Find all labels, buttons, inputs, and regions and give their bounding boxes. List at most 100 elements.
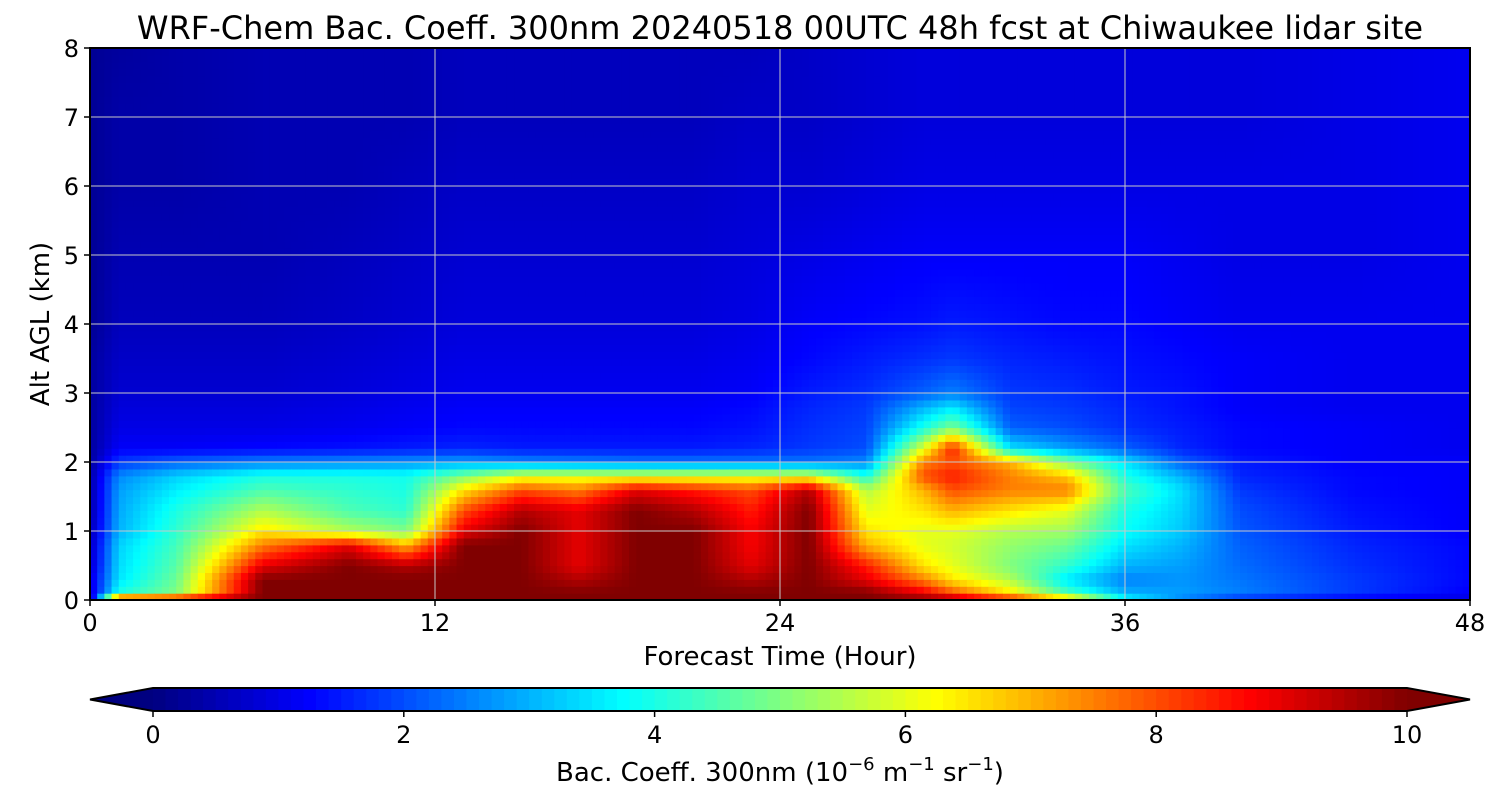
heatmap-cell [90, 337, 98, 346]
heatmap-cell [348, 89, 357, 97]
heatmap-cell [521, 289, 530, 297]
heatmap-cell [269, 393, 278, 401]
heatmap-cell [456, 289, 465, 297]
heatmap-cell [169, 413, 177, 422]
heatmap-cell [205, 468, 213, 477]
heatmap-cell [399, 310, 407, 318]
heatmap-cell [133, 379, 141, 387]
heatmap-cell [161, 317, 170, 325]
heatmap-cell [169, 351, 177, 360]
heatmap-cell [320, 282, 328, 291]
heatmap-cell [262, 268, 271, 277]
heatmap-cell [485, 406, 494, 415]
heatmap-cell [140, 399, 149, 408]
heatmap-cell [528, 441, 537, 449]
heatmap-cell [248, 572, 256, 580]
heatmap-cell [514, 565, 522, 573]
heatmap-cell [506, 103, 515, 111]
heatmap-cell [147, 317, 156, 325]
heatmap-cell [305, 213, 314, 222]
heatmap-cell [442, 61, 450, 70]
heatmap-cell [233, 61, 242, 70]
heatmap-cell [506, 503, 515, 511]
heatmap-cell [305, 137, 314, 146]
heatmap-cell [248, 537, 256, 546]
heatmap-cell [327, 165, 335, 173]
heatmap-cell [111, 82, 120, 90]
heatmap-cell [240, 151, 249, 159]
heatmap-cell [521, 427, 530, 435]
heatmap-cell [312, 386, 321, 394]
heatmap-cell [399, 393, 407, 401]
heatmap-cell [240, 372, 249, 380]
heatmap-cell [413, 420, 422, 429]
heatmap-cell [391, 310, 400, 318]
heatmap-cell [212, 89, 220, 97]
heatmap-cell [435, 503, 443, 511]
heatmap-cell [226, 317, 235, 325]
heatmap-cell [377, 179, 386, 187]
heatmap-cell [485, 296, 494, 304]
heatmap-cell [176, 434, 185, 442]
heatmap-cell [205, 158, 213, 166]
heatmap-cell [154, 192, 163, 201]
heatmap-cell [140, 572, 149, 580]
heatmap-cell [147, 234, 156, 242]
heatmap-cell [528, 413, 537, 422]
heatmap-cell [233, 586, 242, 594]
heatmap-cell [420, 406, 429, 415]
heatmap-cell [190, 379, 199, 387]
heatmap-cell [255, 510, 264, 518]
heatmap-cell [449, 317, 458, 325]
heatmap-cell [312, 558, 321, 567]
heatmap-cell [420, 337, 429, 346]
heatmap-cell [226, 344, 235, 353]
heatmap-cell [420, 75, 429, 84]
heatmap-cell [111, 186, 120, 194]
heatmap-cell [320, 123, 328, 132]
heatmap-cell [442, 448, 450, 456]
heatmap-cell [190, 255, 199, 263]
heatmap-cell [226, 137, 235, 146]
heatmap-cell [212, 420, 220, 429]
heatmap-cell [528, 220, 537, 228]
heatmap-cell [521, 482, 530, 491]
heatmap-cell [97, 268, 105, 277]
heatmap-cell [219, 220, 228, 228]
heatmap-cell [449, 68, 458, 77]
heatmap-cell [478, 413, 486, 422]
heatmap-cell [463, 427, 472, 435]
heatmap-cell [348, 358, 357, 366]
heatmap-cell [442, 261, 450, 270]
heatmap-cell [291, 89, 300, 97]
heatmap-cell [291, 192, 300, 201]
heatmap-cell [183, 179, 192, 187]
heatmap-cell [161, 427, 170, 435]
heatmap-cell [492, 220, 501, 228]
heatmap-cell [463, 393, 472, 401]
heatmap-cell [499, 54, 508, 63]
heatmap-cell [427, 186, 436, 194]
heatmap-cell [305, 310, 314, 318]
heatmap-cell [442, 517, 450, 525]
heatmap-cell [492, 144, 501, 153]
heatmap-cell [212, 434, 220, 442]
heatmap-cell [334, 96, 343, 104]
heatmap-cell [240, 351, 249, 360]
heatmap-cell [298, 551, 307, 560]
heatmap-cell [133, 289, 141, 297]
heatmap-cell [140, 144, 149, 153]
heatmap-cell [363, 330, 371, 339]
heatmap-cell [255, 213, 264, 222]
heatmap-cell [334, 199, 343, 208]
heatmap-cell [248, 482, 256, 491]
heatmap-cell [449, 89, 458, 97]
heatmap-cell [133, 255, 141, 263]
heatmap-cell [320, 330, 328, 339]
heatmap-cell [104, 468, 113, 477]
heatmap-cell [442, 179, 450, 187]
heatmap-cell [470, 103, 479, 111]
heatmap-cell [291, 227, 300, 235]
heatmap-cell [176, 89, 185, 97]
heatmap-cell [169, 330, 177, 339]
